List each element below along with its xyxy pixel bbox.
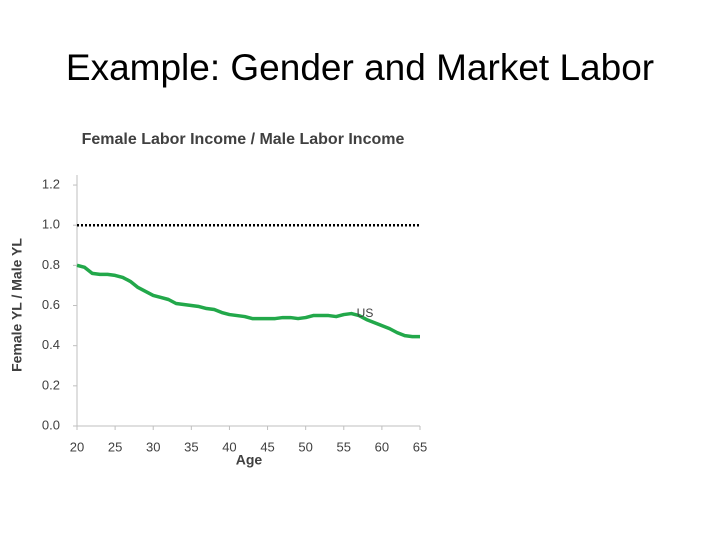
x-tick-label: 25	[108, 439, 122, 454]
y-tick-label: 1.2	[42, 176, 60, 191]
x-tick-label: 65	[413, 439, 427, 454]
y-tick-label: 1.0	[42, 217, 60, 232]
y-tick-label: 0.8	[42, 257, 60, 272]
x-tick-label: 30	[146, 439, 160, 454]
y-tick-label: 0.0	[42, 417, 60, 432]
x-tick-label: 55	[337, 439, 351, 454]
x-tick-label: 50	[298, 439, 312, 454]
x-tick-label: 35	[184, 439, 198, 454]
x-tick-label: 40	[222, 439, 236, 454]
slide-title: Example: Gender and Market Labor	[66, 47, 654, 88]
chart-title: Female Labor Income / Male Labor Income	[82, 131, 405, 148]
y-tick-label: 0.4	[42, 337, 60, 352]
x-tick-label: 60	[375, 439, 389, 454]
annotation: US	[357, 306, 374, 320]
x-axis-label: Age	[236, 452, 263, 468]
data-line	[76, 263, 420, 339]
x-tick-label: 45	[260, 439, 274, 454]
y-axis-label: Female YL / Male YL	[9, 238, 25, 372]
y-tick-label: 0.2	[42, 377, 60, 392]
x-tick-label: 20	[70, 439, 84, 454]
y-tick-label: 0.6	[42, 297, 60, 312]
